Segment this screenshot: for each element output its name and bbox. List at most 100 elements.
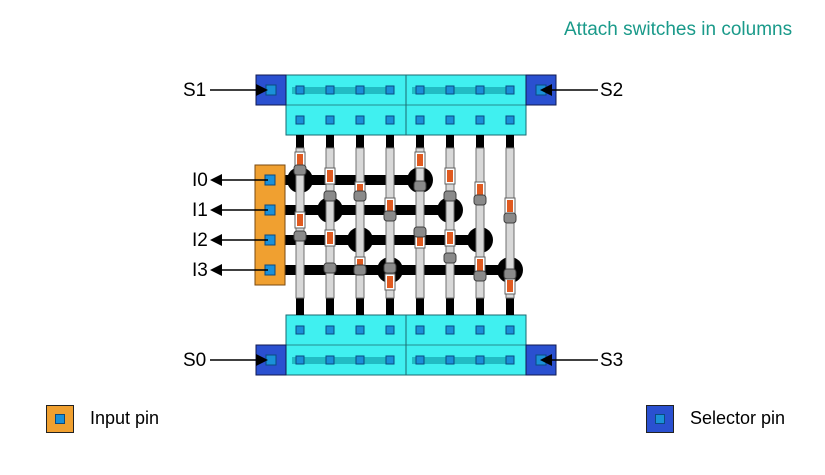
switch-connector	[293, 230, 307, 242]
block-pin-dot	[325, 115, 335, 125]
switch-element	[327, 232, 333, 244]
block-pin-dot	[295, 325, 305, 335]
block-pin-dot	[505, 325, 515, 335]
bottom-cyan-block-bar-left	[292, 357, 394, 364]
block-pin-dot	[475, 115, 485, 125]
switch-element	[297, 214, 303, 226]
arrow-s1-head	[256, 84, 268, 96]
top-cyan-block-bar-left	[292, 87, 394, 94]
legend-selector-label: Selector pin	[690, 408, 786, 428]
pin-label-s1: S1	[183, 80, 207, 101]
pin-label-i3: I3	[192, 260, 208, 281]
arrow-i0-head	[210, 174, 222, 186]
switch-connector	[413, 226, 427, 238]
top-cyan-block-bar-right	[412, 87, 514, 94]
block-pin-dot	[325, 355, 335, 365]
switch-column	[475, 147, 485, 299]
block-pin-dot	[445, 115, 455, 125]
legend-input-label: Input pin	[90, 408, 160, 428]
switch-element	[297, 154, 303, 166]
arrow-i3-head	[210, 264, 222, 276]
switch-element	[447, 232, 453, 244]
pin-arrows	[210, 84, 598, 366]
input-row-wires	[285, 167, 523, 283]
diagram-title: Attach switches in columns	[564, 19, 793, 40]
block-pin-dot	[415, 325, 425, 335]
switch-element	[447, 170, 453, 182]
block-pin-dot	[415, 115, 425, 125]
block-pin-dot	[355, 115, 365, 125]
pin-dot-icon	[55, 414, 65, 424]
block-pin-dot	[355, 85, 365, 95]
switch-element	[417, 234, 423, 246]
block-pin-dot	[445, 85, 455, 95]
switch-connector	[443, 190, 457, 202]
arrow-s2-head	[540, 84, 552, 96]
switch-connector	[443, 252, 457, 264]
switch-column	[355, 147, 365, 299]
block-pin-dot	[445, 325, 455, 335]
block-pin-dot	[475, 325, 485, 335]
switch-column	[415, 147, 425, 299]
switch-columns	[293, 135, 517, 315]
cyan-blocks	[285, 74, 527, 376]
switch-connector	[353, 190, 367, 202]
switch-connector	[473, 194, 487, 206]
block-pin-dot	[385, 325, 395, 335]
switch-column	[445, 147, 455, 299]
switch-element	[357, 184, 363, 196]
block-pin-dot	[355, 355, 365, 365]
legend-selector-swatch	[646, 405, 674, 433]
pin-label-s0: S0	[183, 350, 207, 371]
switch-element	[327, 170, 333, 182]
arrow-s3-head	[540, 354, 552, 366]
switch-connector	[503, 268, 517, 280]
legend-input-swatch	[46, 405, 74, 433]
block-pin-dot	[325, 85, 335, 95]
switch-element	[387, 276, 393, 288]
switch-column	[385, 147, 395, 299]
block-pin-dot	[445, 355, 455, 365]
block-pin-dot	[505, 115, 515, 125]
block-pin-dot	[415, 355, 425, 365]
block-pin-dot	[385, 355, 395, 365]
bottom-cyan-block-bar-right	[412, 357, 514, 364]
block-pin-dot	[415, 85, 425, 95]
switch-element	[387, 200, 393, 212]
block-pin-dot	[355, 325, 365, 335]
switch-element	[477, 184, 483, 196]
switch-element	[477, 259, 483, 271]
switch-connector	[293, 164, 307, 176]
arrow-s0-head	[256, 354, 268, 366]
block-pin-dot	[385, 115, 395, 125]
switch-element	[507, 200, 513, 212]
switch-connector	[323, 262, 337, 274]
switch-connector	[473, 270, 487, 282]
pin-label-s3: S3	[600, 350, 624, 371]
block-pin-dot	[475, 85, 485, 95]
block-pin-dot	[295, 115, 305, 125]
switch-connector	[383, 262, 397, 274]
block-pin-dot	[505, 355, 515, 365]
block-pin-dot	[295, 355, 305, 365]
block-pin-dot	[505, 85, 515, 95]
switch-element	[507, 280, 513, 292]
arrow-i2-head	[210, 234, 222, 246]
switch-connector	[503, 212, 517, 224]
block-pin-dot	[385, 85, 395, 95]
arrow-i1-head	[210, 204, 222, 216]
switch-connector	[413, 180, 427, 192]
switch-connector	[383, 210, 397, 222]
pin-label-s2: S2	[600, 80, 624, 101]
switch-connector	[353, 264, 367, 276]
switch-column	[325, 147, 335, 299]
block-pin-dot	[475, 355, 485, 365]
switch-element	[417, 154, 423, 166]
pin-label-i1: I1	[192, 200, 208, 221]
pin-label-i0: I0	[192, 170, 208, 191]
block-pin-dot	[325, 325, 335, 335]
pin-dot-icon	[655, 414, 665, 424]
switch-connector	[323, 190, 337, 202]
